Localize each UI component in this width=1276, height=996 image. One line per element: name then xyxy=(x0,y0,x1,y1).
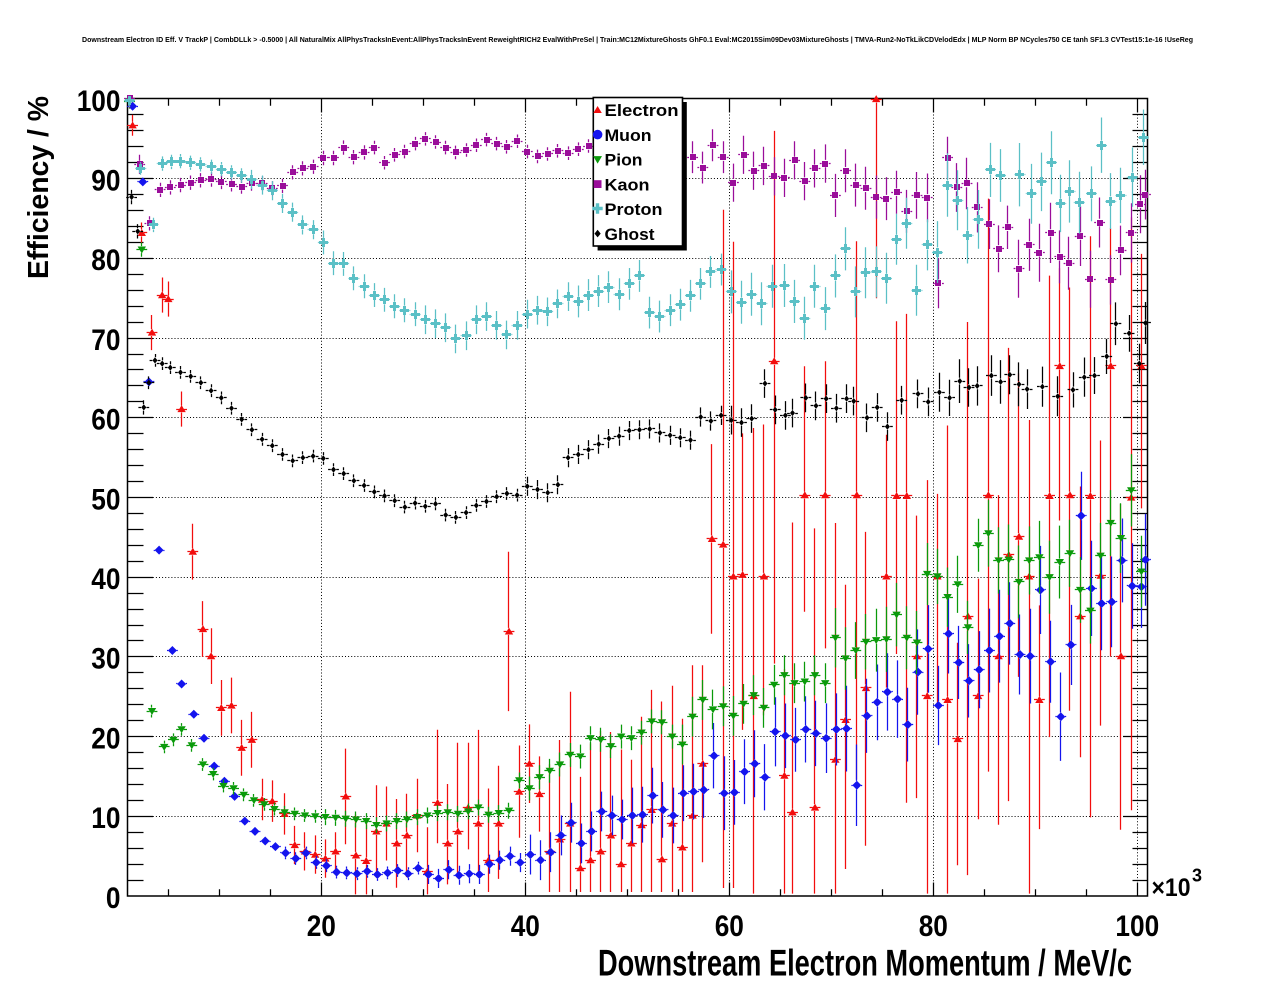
svg-text:Efficiency / %: Efficiency / % xyxy=(23,96,55,279)
svg-text:3: 3 xyxy=(1192,866,1202,886)
svg-text:90: 90 xyxy=(91,165,120,198)
svg-text:40: 40 xyxy=(91,563,120,596)
svg-text:80: 80 xyxy=(91,244,120,277)
svg-text:80: 80 xyxy=(919,910,948,943)
svg-text:20: 20 xyxy=(91,722,120,755)
svg-text:20: 20 xyxy=(307,910,336,943)
svg-text:Kaon: Kaon xyxy=(605,175,650,194)
svg-text:60: 60 xyxy=(715,910,744,943)
svg-text:Downstream Electron Momentum /: Downstream Electron Momentum / MeV/c xyxy=(598,943,1132,984)
svg-text:Downstream Electron ID Eff. V: Downstream Electron ID Eff. V TrackP | C… xyxy=(82,35,1193,44)
svg-text:40: 40 xyxy=(511,910,540,943)
svg-text:10: 10 xyxy=(91,802,120,835)
svg-text:100: 100 xyxy=(1115,910,1159,943)
svg-text:30: 30 xyxy=(91,643,120,676)
svg-text:100: 100 xyxy=(77,85,121,118)
svg-text:×10: ×10 xyxy=(1152,874,1191,902)
svg-text:50: 50 xyxy=(91,483,120,516)
svg-text:Pion: Pion xyxy=(605,151,643,170)
svg-text:Ghost: Ghost xyxy=(605,225,655,244)
svg-text:0: 0 xyxy=(106,882,121,915)
svg-text:Muon: Muon xyxy=(605,126,652,145)
svg-text:Electron: Electron xyxy=(605,101,679,120)
svg-text:70: 70 xyxy=(91,324,120,357)
svg-text:Proton: Proton xyxy=(605,200,663,219)
svg-text:60: 60 xyxy=(91,404,120,437)
